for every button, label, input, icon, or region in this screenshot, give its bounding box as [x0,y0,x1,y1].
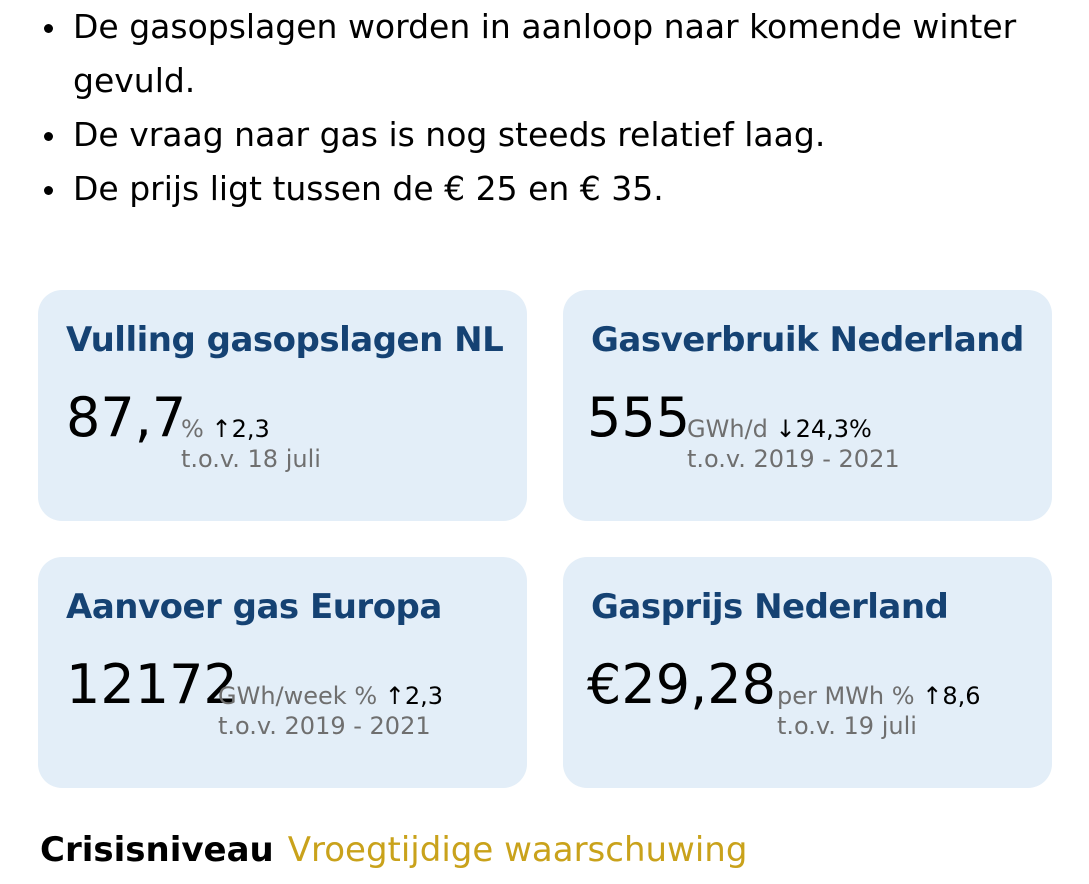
arrow-up-icon: ↑ [922,682,943,710]
card-title: Gasverbruik Nederland [591,320,1024,360]
arrow-up-icon: ↑ [211,415,232,443]
crisis-level: Crisisniveau Vroegtijdige waarschuwing [40,830,747,870]
card-compare: t.o.v. 2019 - 2021 [687,445,900,473]
card-title: Aanvoer gas Europa [66,587,442,627]
card-gas-storage: Vulling gasopslagen NL 87,7 % ↑2,3 t.o.v… [38,290,527,521]
card-unit: per MWh % [777,682,915,710]
card-gas-price: Gasprijs Nederland €29,28 per MWh % ↑8,6… [563,557,1052,788]
card-meta: per MWh % ↑8,6 t.o.v. 19 juli [777,681,981,741]
card-title: Vulling gasopslagen NL [66,320,504,360]
crisis-level-value: Vroegtijdige waarschuwing [287,830,748,870]
card-change: 2,3 [231,415,270,443]
card-gas-supply: Aanvoer gas Europa 12172 GWh/week % ↑2,3… [38,557,527,788]
card-change: 24,3% [795,415,872,443]
arrow-down-icon: ↓ [775,415,796,443]
card-value: 555 [587,386,691,449]
card-unit: % [181,415,204,443]
card-gas-consumption: Gasverbruik Nederland 555 GWh/d ↓24,3% t… [563,290,1052,521]
card-unit: GWh/d [687,415,768,443]
bullet-item: De vraag naar gas is nog steeds relatief… [40,108,1080,162]
bullet-item: De prijs ligt tussen de € 25 en € 35. [40,162,1080,216]
crisis-label: Crisisniveau [40,830,274,870]
bullet-list: De gasopslagen worden in aanloop naar ko… [40,0,1080,216]
card-change: 2,3 [404,682,444,710]
card-value: 87,7 [66,386,187,449]
arrow-up-icon: ↑ [384,682,405,710]
bullet-item: De gasopslagen worden in aanloop naar ko… [40,0,1080,108]
card-meta: GWh/d ↓24,3% t.o.v. 2019 - 2021 [687,414,900,474]
card-compare: t.o.v. 18 juli [181,445,321,473]
card-value: €29,28 [587,653,776,716]
card-title: Gasprijs Nederland [591,587,949,627]
card-compare: t.o.v. 19 juli [777,712,917,740]
card-meta: % ↑2,3 t.o.v. 18 juli [181,414,321,474]
card-change: 8,6 [942,682,981,710]
card-unit: GWh/week % [218,682,378,710]
card-compare: t.o.v. 2019 - 2021 [218,712,431,740]
card-meta: GWh/week % ↑2,3 t.o.v. 2019 - 2021 [218,681,443,741]
card-value: 12172 [66,653,238,716]
